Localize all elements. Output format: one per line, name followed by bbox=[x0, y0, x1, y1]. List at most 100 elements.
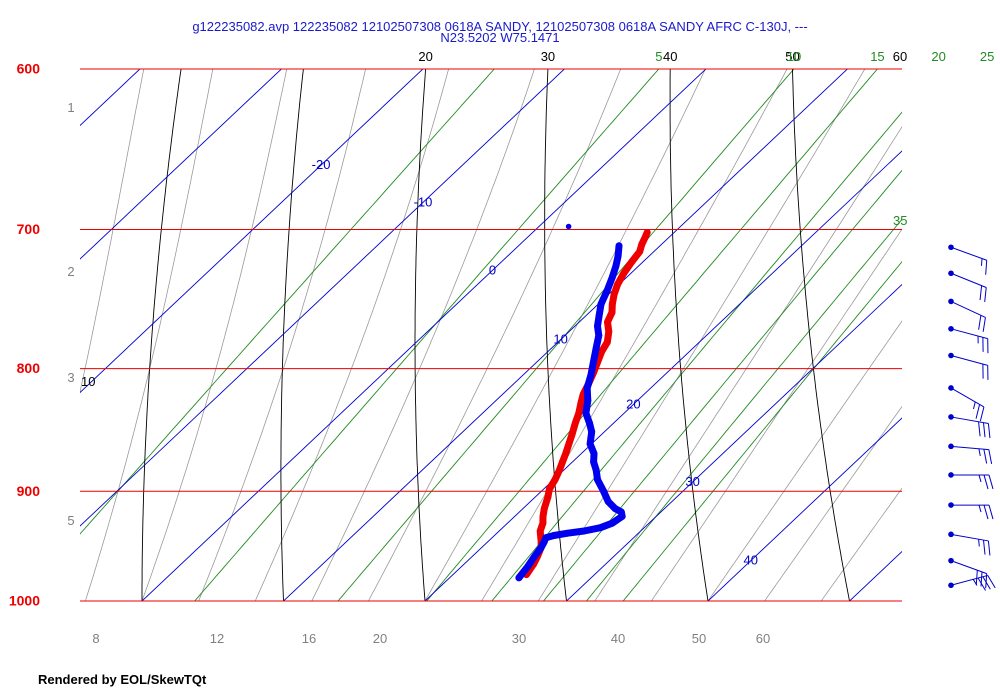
wind-barb bbox=[948, 270, 987, 303]
dewpoint-point bbox=[617, 508, 625, 516]
dewpoint-point bbox=[603, 286, 611, 294]
dry-adiabat-label: 50 bbox=[785, 49, 799, 64]
wind-barb bbox=[948, 472, 994, 490]
temperature-point bbox=[636, 248, 644, 256]
moist-adiabat-label: 50 bbox=[692, 631, 706, 646]
dry-adiabat-label: 60 bbox=[893, 49, 907, 64]
wind-barb-flag bbox=[987, 575, 996, 589]
wind-barb bbox=[948, 502, 994, 520]
temperature-point bbox=[638, 240, 646, 248]
moist-adiabat bbox=[424, 69, 706, 601]
temperature-point bbox=[603, 338, 611, 346]
dry-adiabat bbox=[913, 34, 998, 632]
moist-adiabat-label: 8 bbox=[92, 631, 99, 646]
moist-adiabat bbox=[594, 126, 902, 601]
wind-barb-staff bbox=[950, 560, 987, 575]
dry-adiabat bbox=[669, 69, 709, 601]
moist-adiabat bbox=[707, 320, 902, 601]
dry-adiabat bbox=[0, 34, 65, 632]
wind-barb-flag bbox=[983, 422, 986, 438]
isotherm-label: 30 bbox=[685, 474, 699, 489]
temperature-point bbox=[540, 505, 548, 512]
mixing-ratio-line bbox=[337, 69, 795, 601]
dewpoint-point bbox=[542, 534, 550, 542]
isotherm-label: -10 bbox=[414, 194, 433, 209]
dewpoint-point bbox=[515, 574, 523, 582]
moist-adiabat bbox=[141, 69, 288, 601]
wind-barb-flag bbox=[987, 423, 991, 439]
isotherm bbox=[0, 0, 75, 632]
wind-barb-flag bbox=[983, 474, 989, 490]
moist-adiabat bbox=[481, 69, 788, 601]
dewpoint-point bbox=[608, 274, 616, 281]
chart-title: g122235082.avp 122235082 12102507308 061… bbox=[192, 19, 808, 34]
pressure-tick-label: 600 bbox=[17, 61, 41, 77]
isotherms bbox=[0, 0, 902, 632]
wind-barb bbox=[948, 557, 988, 589]
moist-adiabat bbox=[764, 405, 902, 601]
temperature-point bbox=[620, 269, 628, 277]
isotherm bbox=[848, 550, 902, 601]
mixing-ratio-lines bbox=[80, 69, 902, 601]
wind-barb-staff bbox=[950, 533, 989, 542]
isotherm-label: 10 bbox=[553, 332, 567, 347]
isotherm bbox=[141, 69, 707, 601]
moist-adiabat bbox=[368, 69, 622, 601]
dewpoint-point bbox=[590, 450, 598, 457]
dewpoint-point bbox=[550, 532, 558, 539]
mixing-ratio-line bbox=[426, 69, 878, 601]
mixing-ratio-line bbox=[585, 218, 902, 601]
wind-barb-flag bbox=[985, 260, 988, 275]
wind-barb bbox=[948, 352, 989, 380]
dewpoint-trace bbox=[515, 242, 626, 582]
moist-adiabat bbox=[0, 5, 92, 601]
wind-barb-half-flag bbox=[978, 504, 982, 513]
dewpoint-point bbox=[596, 524, 604, 532]
isotherm bbox=[80, 69, 283, 260]
dewpoint-point bbox=[564, 529, 571, 537]
wind-barb bbox=[948, 443, 993, 465]
wind-barb bbox=[948, 298, 986, 332]
dry-adiabats bbox=[0, 34, 998, 632]
temperature-point bbox=[539, 519, 547, 527]
dewpoint-point bbox=[615, 242, 623, 250]
temperature-point bbox=[575, 409, 583, 417]
moist-adiabat-label: 2 bbox=[67, 264, 74, 279]
moist-adiabat-label: 30 bbox=[512, 631, 526, 646]
mixing-ratio-line bbox=[622, 260, 902, 601]
mixing-ratio-label: 10 bbox=[787, 49, 801, 64]
wind-barb-flag bbox=[975, 570, 978, 585]
temperature-point bbox=[608, 300, 616, 308]
pressure-tick-label: 1000 bbox=[9, 593, 40, 609]
dry-adiabat bbox=[414, 69, 427, 601]
dewpoint-point bbox=[582, 409, 590, 417]
dewpoint-point bbox=[614, 252, 622, 260]
sounding-traces bbox=[515, 223, 651, 582]
wind-barb-staff bbox=[950, 574, 988, 586]
dewpoint-point bbox=[589, 358, 597, 366]
dry-adiabat-label: 40 bbox=[663, 49, 677, 64]
dewpoint-point bbox=[586, 440, 594, 448]
temperature-point bbox=[605, 328, 613, 335]
moist-adiabat-label: 1 bbox=[67, 100, 74, 115]
mixing-ratio-line bbox=[491, 111, 902, 601]
dry-adiabat-label: 30 bbox=[541, 49, 555, 64]
dewpoint-point bbox=[594, 322, 601, 330]
wind-barb-half-flag bbox=[972, 401, 976, 410]
dewpoint-point bbox=[524, 563, 531, 571]
temperature-point bbox=[562, 450, 570, 457]
mixing-ratio-label: 20 bbox=[931, 49, 945, 64]
temperature-point bbox=[571, 419, 579, 427]
dewpoint-point bbox=[583, 384, 591, 392]
moist-adiabat-label: 60 bbox=[756, 631, 770, 646]
dewpoint-point bbox=[531, 552, 539, 560]
wind-barb-staff bbox=[950, 300, 986, 318]
moist-adiabat bbox=[311, 69, 535, 601]
wind-barb-flag bbox=[983, 540, 986, 555]
wind-barb-staff bbox=[950, 387, 985, 408]
dewpoint-point bbox=[590, 458, 598, 466]
dewpoint-point bbox=[588, 428, 596, 436]
moist-adiabat bbox=[651, 228, 902, 601]
wind-barb-staff bbox=[950, 445, 989, 451]
